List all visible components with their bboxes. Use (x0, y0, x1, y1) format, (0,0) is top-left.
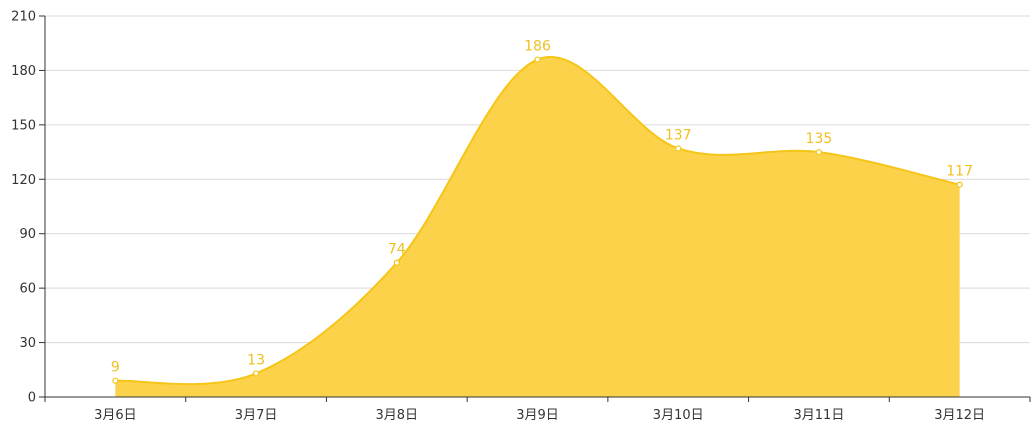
y-tick-label: 180 (11, 64, 36, 79)
data-label: 13 (247, 352, 265, 368)
data-labels: 9 13 74 186 137 135 117 (111, 39, 973, 376)
x-tick-label: 3月9日 (516, 408, 559, 423)
data-point (534, 56, 541, 63)
y-tick-label: 150 (11, 118, 36, 133)
x-tick-label: 3月11日 (794, 408, 845, 423)
data-label: 9 (111, 360, 120, 376)
data-label: 137 (665, 127, 692, 143)
x-tick-label: 3月10日 (653, 408, 704, 423)
data-point (815, 148, 823, 156)
data-point (112, 377, 119, 384)
data-point (393, 259, 400, 266)
data-label: 186 (524, 39, 551, 55)
y-tick-label: 120 (11, 173, 36, 188)
data-label: 135 (806, 131, 833, 147)
y-tick-label: 30 (19, 336, 36, 351)
area-fill (115, 56, 960, 398)
x-tick-label: 3月6日 (94, 408, 137, 423)
data-point (675, 145, 682, 152)
y-tick-label: 60 (19, 282, 36, 297)
y-tick-label: 0 (28, 391, 36, 406)
data-points (112, 56, 963, 384)
x-tick-label: 3月7日 (235, 408, 278, 423)
data-point (252, 370, 260, 377)
y-tick-label: 90 (19, 227, 36, 242)
axes: 0 30 60 90 120 150 180 210 3月6日 3月7日 3月8日 3月9日 3月10日… (11, 10, 1031, 423)
x-tick-label: 3月8日 (376, 408, 419, 423)
series-area (115, 56, 960, 398)
data-label: 74 (388, 242, 406, 258)
x-tick-label: 3月12日 (934, 408, 985, 423)
data-label: 117 (946, 164, 973, 180)
y-tick-label: 210 (11, 10, 36, 25)
data-point (956, 181, 963, 188)
